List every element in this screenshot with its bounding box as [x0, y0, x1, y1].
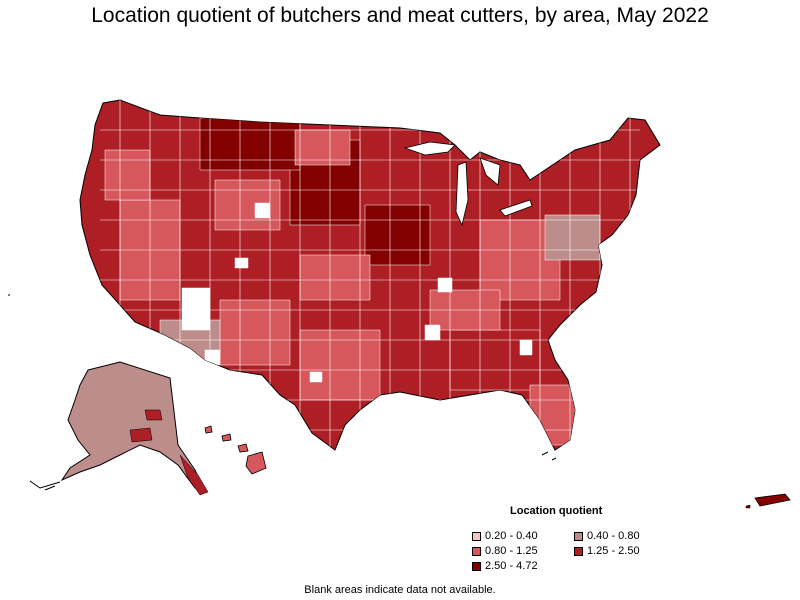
legend-swatch — [574, 531, 583, 541]
legend-item: 0.80 - 1.25 — [472, 545, 538, 557]
no-data-wyoming — [254, 202, 271, 219]
hawaii-island-kauai — [204, 425, 213, 434]
legend-title: Location quotient — [510, 505, 603, 517]
region-montana — [199, 117, 301, 171]
no-data-nevada-south — [181, 287, 211, 331]
legend-label: 0.80 - 1.25 — [485, 545, 538, 557]
alaska — [29, 361, 209, 496]
region-florida — [529, 384, 576, 446]
legend-swatch — [472, 546, 481, 556]
legend-item: 0.20 - 0.40 — [472, 530, 538, 542]
alaska-region-2 — [129, 427, 153, 443]
legend-label: 2.50 - 4.72 — [485, 560, 538, 572]
legend-swatch — [472, 531, 481, 541]
lake-erie — [499, 199, 533, 217]
area-borders — [100, 100, 640, 450]
lake-superior — [403, 141, 456, 156]
hawaii-island-maui — [237, 443, 249, 453]
no-data-colorado — [234, 257, 249, 269]
region-kansas — [299, 254, 371, 301]
alaska-aleutians — [29, 480, 61, 491]
footnote: Blank areas indicate data not available. — [304, 584, 496, 596]
no-data-mississippi — [424, 324, 441, 341]
no-data-new-mexico-south — [204, 349, 221, 366]
alaska-region-1 — [144, 409, 163, 421]
lake-huron — [479, 157, 501, 186]
region-texas-central — [299, 329, 381, 401]
legend-swatch — [574, 546, 583, 556]
legend-label: 1.25 - 2.50 — [587, 545, 640, 557]
florida-keys — [541, 451, 557, 461]
legend-label: 0.20 - 0.40 — [485, 530, 538, 542]
no-data-texas — [309, 371, 323, 383]
lake-michigan — [455, 161, 469, 227]
legend-label: 0.40 - 0.80 — [587, 530, 640, 542]
contiguous-us — [79, 99, 661, 451]
legend-item: 1.25 - 2.50 — [574, 545, 640, 557]
puerto-rico-islet — [745, 504, 751, 509]
region-oregon-east — [104, 149, 151, 201]
hawaii-island-big — [245, 451, 267, 475]
hawaii-island-oahu — [221, 433, 232, 442]
hawaii — [204, 425, 267, 475]
map-title: Location quotient of butchers and meat c… — [91, 4, 709, 27]
no-data-georgia — [519, 339, 533, 356]
no-data-arkansas — [437, 277, 453, 293]
legend-item: 0.40 - 0.80 — [574, 530, 640, 542]
alaska-shape — [60, 361, 206, 493]
alaska-panhandle — [179, 454, 209, 496]
legend-swatch — [472, 561, 481, 571]
region-midatlantic — [544, 214, 601, 261]
legend-item: 2.50 - 4.72 — [472, 560, 538, 572]
puerto-rico — [745, 493, 791, 509]
puerto-rico-shape — [754, 493, 791, 507]
region-southeast — [449, 329, 541, 391]
